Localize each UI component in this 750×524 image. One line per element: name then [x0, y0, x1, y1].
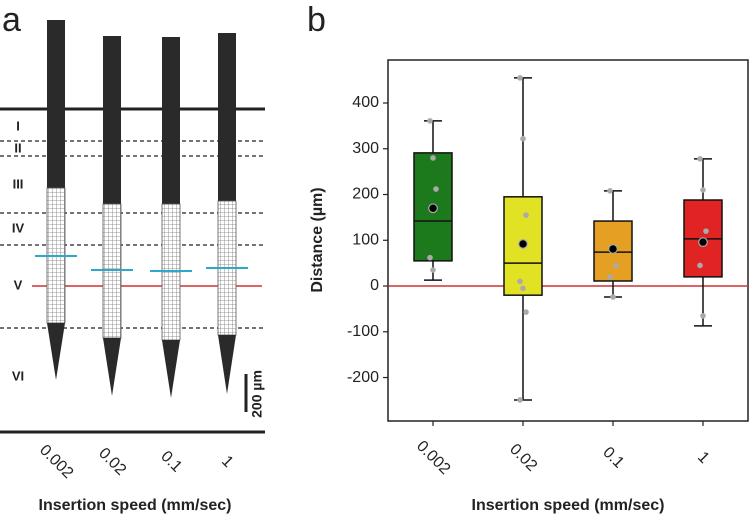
- x-tick-label: 0.02: [506, 441, 540, 475]
- data-point: [430, 155, 436, 161]
- probe-tip: [162, 340, 180, 398]
- x-axis-title: Insertion speed (mm/sec): [39, 497, 232, 514]
- data-point: [520, 135, 526, 142]
- data-point: [517, 75, 523, 81]
- probe-shank: [162, 37, 180, 204]
- data-point: [610, 294, 616, 300]
- data-point: [430, 267, 436, 273]
- probe-tip: [103, 338, 121, 396]
- y-tick-label: -100: [347, 323, 379, 340]
- y-tick-label: 300: [352, 140, 379, 157]
- data-point: [517, 397, 523, 403]
- y-axis-title: Distance (µm): [309, 187, 326, 292]
- data-point: [607, 188, 613, 194]
- data-point: [517, 278, 523, 285]
- data-point: [607, 274, 613, 280]
- scale-bar-label: 200 µm: [249, 370, 265, 418]
- data-point: [433, 186, 439, 192]
- layer-label: V: [14, 277, 23, 292]
- probe-shank: [103, 36, 121, 204]
- probe-tip: [47, 323, 65, 380]
- x-tick-label: 0.1: [599, 444, 627, 472]
- y-tick-label: -200: [347, 369, 379, 386]
- data-point: [520, 285, 526, 292]
- data-point: [523, 212, 529, 218]
- data-point: [700, 187, 706, 193]
- x-tick-label: 0.02: [95, 445, 129, 479]
- layer-label: II: [14, 140, 21, 155]
- x-tick-label: 0.002: [413, 438, 453, 478]
- layer-label: VI: [12, 368, 24, 383]
- probe-shank: [47, 20, 65, 188]
- y-tick-label: 0: [370, 277, 379, 294]
- mean: [608, 244, 618, 254]
- y-tick-label: 100: [352, 231, 379, 248]
- mean: [518, 239, 528, 249]
- layer-label: IV: [12, 220, 25, 235]
- data-point: [427, 254, 433, 261]
- data-point: [613, 262, 619, 269]
- data-point: [523, 309, 529, 315]
- data-point: [700, 312, 706, 319]
- data-point: [697, 156, 703, 162]
- data-point: [697, 262, 703, 269]
- x-tick-label: 1: [694, 449, 712, 467]
- probe-shank: [218, 33, 236, 201]
- data-point: [703, 228, 709, 234]
- data-point: [427, 118, 433, 124]
- y-tick-label: 400: [352, 94, 379, 111]
- layer-label: I: [16, 118, 20, 133]
- y-tick-label: 200: [352, 186, 379, 203]
- mean: [698, 237, 708, 248]
- panel-label: a: [2, 1, 21, 39]
- x-tick-label: 1: [218, 453, 236, 471]
- mean: [428, 203, 438, 214]
- layer-label: III: [13, 176, 24, 191]
- probe-tip: [218, 335, 236, 394]
- x-tick-label: 0.002: [36, 442, 76, 482]
- panel-label: b: [307, 1, 326, 39]
- x-tick-label: 0.1: [157, 448, 185, 476]
- x-axis-title: Insertion speed (mm/sec): [472, 497, 665, 514]
